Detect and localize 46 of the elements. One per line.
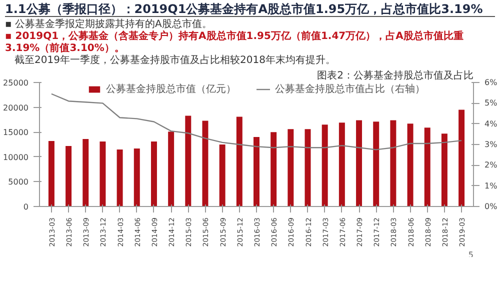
bar: [270, 132, 277, 206]
bar: [185, 116, 192, 206]
bar: [407, 124, 414, 206]
legend-label: 公募基金持股总市值占比（右轴）: [275, 82, 425, 96]
text: ▪ 公募基金季报定期披露其持有的A股总市值。: [5, 19, 212, 30]
y-tick-label: 20000: [3, 103, 29, 112]
y2-tick-label: 0%: [484, 202, 498, 211]
bar: [236, 116, 242, 206]
bar: [48, 141, 54, 206]
y2-tick-label: 3%: [484, 140, 498, 149]
y2-tick-label: 1%: [484, 181, 498, 190]
line-series: [50, 93, 462, 150]
bar: [82, 139, 89, 206]
y-tick-label: 25000: [3, 78, 29, 88]
bar: [441, 134, 448, 206]
bar: [373, 122, 380, 206]
bar: [338, 122, 345, 206]
y2-tick-label: 4%: [484, 119, 498, 128]
y-tick-label: 15000: [3, 128, 29, 138]
bar: [424, 128, 430, 206]
text: 截至2019年一季度，公募基金持股市值及占比相较2018年末均有提升。: [14, 55, 336, 67]
bar: [458, 110, 465, 206]
bar: [254, 137, 260, 206]
bar: [219, 144, 226, 206]
y-tick-label: 0: [23, 202, 29, 212]
bar: [100, 142, 106, 206]
y2-tick-label: 6%: [484, 78, 498, 87]
bar: [202, 120, 208, 206]
bar: [390, 120, 396, 206]
bar: [288, 129, 294, 206]
bar: [134, 148, 140, 206]
y2-tick-label: 5%: [484, 98, 498, 108]
y2-tick-label: 2%: [484, 160, 498, 170]
bar: [150, 142, 157, 206]
bar: [168, 132, 174, 206]
y-tick-label: 5000: [8, 178, 28, 187]
legend-label: 公募基金持股总市值（亿元）: [106, 82, 236, 96]
bar: [66, 146, 72, 206]
bar: [116, 149, 123, 206]
chart-title: 1.1公募（季报口径）：2019Q1公募基金持有A股总市值1.95万亿，占总市值比3.19%: [5, 2, 483, 16]
bar: [322, 124, 328, 206]
text: ▪ 2019Q1，公募基金（含基金专户）持有A股总市值1.95万亿（前值1.47万亿），占A股总市值比重3.19%（前值3.10%）。: [5, 31, 464, 54]
y-tick-label: 10000: [3, 152, 29, 162]
chart-subtitle: 图表2：公募基金持股总市值及占比: [317, 70, 474, 82]
bar: [304, 129, 311, 206]
bar: [356, 120, 362, 206]
